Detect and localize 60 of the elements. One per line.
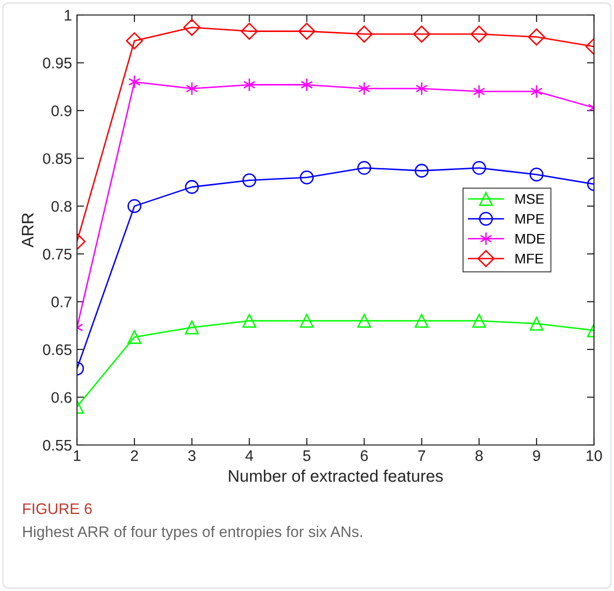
y-axis-title: ARR [22, 213, 34, 248]
point [128, 330, 142, 344]
x-tick-label: 2 [130, 450, 138, 461]
point [414, 314, 429, 328]
y-tick-label: 1 [64, 10, 72, 21]
point [530, 316, 544, 331]
x-tick-label: 5 [303, 450, 310, 462]
y-tick-label: 0.95 [43, 58, 72, 68]
x-tick-label: 1 [74, 450, 81, 461]
point [416, 82, 428, 96]
y-tick-label: 0.85 [43, 153, 72, 164]
x-tick-label: 4 [245, 450, 254, 461]
point [356, 26, 373, 43]
point [183, 18, 200, 36]
point [300, 170, 314, 184]
point [413, 26, 430, 43]
x-tick-label: 6 [360, 450, 368, 462]
point [470, 26, 488, 43]
point [240, 22, 258, 40]
point [357, 160, 372, 175]
point [357, 314, 372, 328]
x-tick-label: 3 [188, 450, 196, 462]
legend-label: MPE [516, 214, 544, 224]
caption: FIGURE 6 [23, 503, 92, 514]
point [242, 173, 256, 188]
x-tick-label: 10 [586, 450, 602, 462]
x-axis-title: Number of extracted features [228, 470, 443, 482]
point [472, 314, 486, 328]
y-tick-label: 0.65 [43, 344, 72, 356]
point [530, 168, 544, 182]
point [184, 320, 199, 334]
point [186, 82, 198, 96]
y-tick-label: 0.75 [43, 248, 72, 260]
x-tick-label: 7 [418, 450, 426, 461]
point [184, 180, 199, 194]
point [530, 84, 543, 98]
point [528, 28, 546, 46]
legend-label: MSE [516, 194, 544, 204]
point [358, 82, 370, 96]
point [300, 78, 313, 92]
point [128, 199, 142, 214]
point [472, 160, 486, 175]
point [414, 164, 429, 178]
x-tick-label: 8 [476, 450, 483, 462]
point [126, 32, 143, 50]
y-tick-label: 0.6 [52, 392, 72, 403]
point [243, 78, 256, 92]
legend-label: MFE [516, 254, 544, 264]
y-tick-label: 0.7 [52, 296, 72, 308]
point [128, 74, 141, 89]
point [473, 84, 486, 98]
y-tick-label: 0.55 [43, 440, 72, 451]
legend-label: MDE [516, 234, 545, 244]
y-tick-label: 0.9 [52, 105, 72, 116]
point [300, 314, 314, 328]
point [242, 314, 256, 328]
point [298, 22, 316, 40]
y-tick-label: 0.8 [52, 200, 72, 212]
text: Highest ARR of four types of entropies for six ANs. [23, 526, 362, 540]
x-tick-label: 9 [533, 450, 540, 462]
